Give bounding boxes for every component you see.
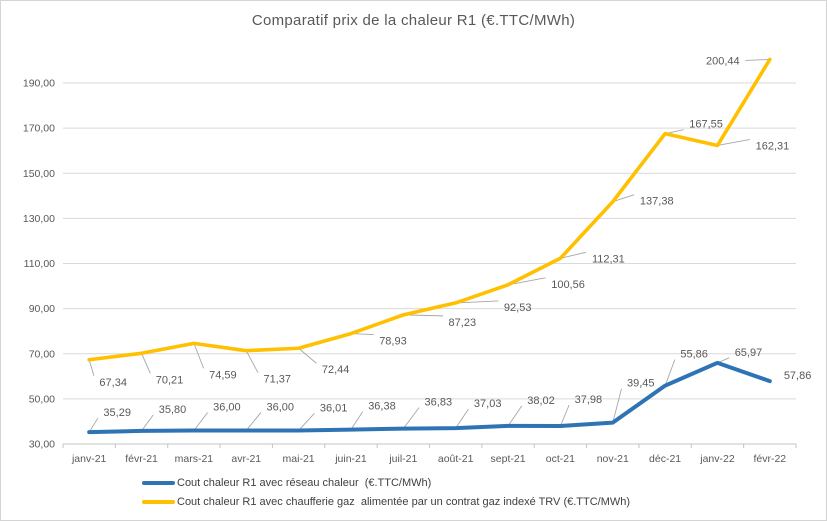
y-axis-label: 190,00	[23, 78, 55, 90]
data-label: 65,97	[735, 347, 763, 359]
data-label-leader	[245, 412, 262, 431]
data-label-leader	[298, 347, 317, 364]
data-label: 36,00	[213, 401, 241, 413]
x-axis-label: juin-21	[334, 453, 367, 465]
data-label-leader	[193, 343, 205, 369]
data-label-leader	[612, 194, 635, 203]
x-axis-label: mars-21	[175, 453, 214, 465]
data-label-leader	[141, 353, 151, 374]
x-axis-label: nov-21	[597, 453, 629, 465]
x-axis-label: avr-21	[231, 453, 261, 465]
legend-item-reseau-chaleur: Cout chaleur R1 avec réseau chaleur (€.T…	[142, 474, 630, 492]
data-label: 57,86	[784, 370, 812, 382]
data-label-leader	[455, 408, 469, 429]
data-label: 162,31	[756, 140, 790, 152]
data-label-leader	[402, 407, 420, 429]
y-axis-label: 90,00	[29, 303, 55, 315]
data-label-leader	[141, 414, 154, 432]
x-axis-label: oct-21	[546, 453, 575, 465]
data-label-leader	[560, 251, 586, 259]
x-axis-label: août-21	[438, 453, 474, 465]
legend-label-chaufferie-gaz: Cout chaleur R1 avec chaufferie gaz alim…	[177, 496, 631, 508]
data-label-leader	[88, 417, 99, 433]
chart-title: Comparatif prix de la chaleur R1 (€.TTC/…	[251, 12, 576, 29]
data-label-leader	[298, 413, 315, 431]
x-axis-label: juil-21	[388, 453, 417, 465]
legend-label-reseau-chaleur: Cout chaleur R1 avec réseau chaleur (€.T…	[177, 477, 432, 489]
y-axis-label: 110,00	[24, 258, 55, 270]
data-label: 37,98	[575, 394, 603, 406]
y-axis-label: 70,00	[29, 348, 55, 360]
data-label: 39,45	[627, 378, 655, 390]
data-label-leader	[612, 388, 622, 423]
x-axis-label: févr-21	[125, 453, 158, 465]
y-axis-label: 170,00	[23, 123, 55, 135]
data-label: 100,56	[551, 279, 585, 291]
data-label: 38,02	[527, 395, 555, 407]
data-label-leader	[717, 139, 751, 146]
data-label-leader	[350, 411, 364, 430]
data-label: 112,31	[592, 253, 625, 265]
series-line-reseau-chaleur	[87, 360, 772, 435]
data-label: 35,29	[103, 407, 131, 419]
y-axis-label: 150,00	[23, 168, 55, 180]
x-axis-label: janv-21	[71, 453, 107, 465]
x-axis-label: mai-21	[283, 453, 315, 465]
data-label: 36,83	[425, 397, 453, 409]
data-label: 35,80	[159, 404, 187, 416]
legend: Cout chaleur R1 avec réseau chaleur (€.T…	[142, 474, 630, 511]
data-label: 72,44	[322, 364, 350, 376]
data-label-leader	[745, 58, 770, 61]
legend-swatch-reseau-chaleur-icon	[142, 481, 175, 485]
data-label: 137,38	[640, 196, 674, 208]
data-label: 78,93	[379, 336, 407, 348]
x-axis-label: sept-21	[491, 453, 526, 465]
y-axis-label: 130,00	[23, 213, 55, 225]
data-label: 200,44	[706, 55, 740, 67]
data-label-leader	[455, 300, 499, 304]
x-axis-label: janv-22	[699, 453, 735, 465]
data-label: 70,21	[156, 374, 184, 386]
data-label: 87,23	[449, 317, 477, 329]
data-label: 67,34	[99, 377, 127, 389]
data-label: 71,37	[263, 374, 291, 386]
data-label: 92,53	[504, 302, 532, 314]
data-label: 37,03	[474, 398, 502, 410]
data-label-leader	[88, 359, 95, 376]
data-label-leader	[559, 404, 570, 427]
data-label: 74,59	[209, 369, 237, 381]
data-label: 36,38	[368, 401, 396, 413]
series-line-chaufferie-gaz	[87, 57, 772, 362]
data-label-leader	[507, 405, 523, 427]
x-axis-label: févr-22	[753, 453, 786, 465]
x-axis-label: déc-21	[649, 453, 681, 465]
legend-item-chaufferie-gaz: Cout chaleur R1 avec chaufferie gaz alim…	[142, 493, 630, 511]
data-label: 36,01	[320, 402, 348, 414]
data-label: 167,55	[689, 119, 723, 131]
data-label-leader	[664, 359, 676, 386]
legend-swatch-chaufferie-gaz-icon	[142, 500, 175, 504]
y-axis-label: 30,00	[29, 439, 55, 451]
data-label: 36,00	[266, 401, 294, 413]
data-label-leader	[245, 350, 259, 373]
data-label-leader	[193, 412, 209, 431]
y-axis-label: 50,00	[29, 393, 55, 405]
data-label: 55,86	[680, 349, 708, 361]
